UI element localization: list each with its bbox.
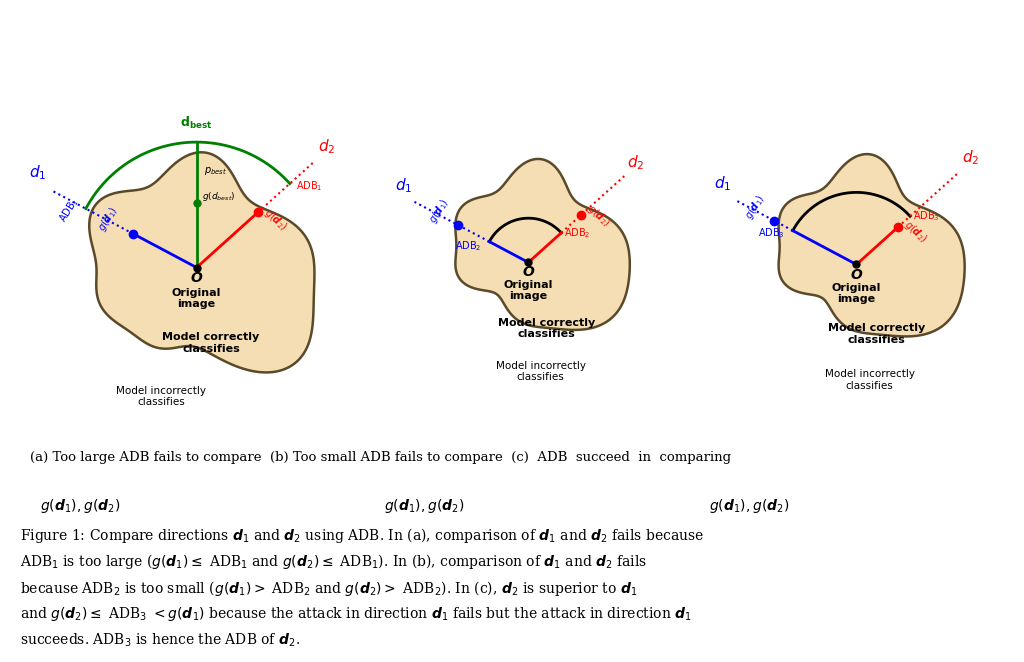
- Text: Model incorrectly
classifies: Model incorrectly classifies: [824, 369, 914, 391]
- Text: Original
image: Original image: [504, 279, 553, 301]
- Text: $p_{best}$: $p_{best}$: [204, 166, 227, 177]
- Text: $\boldsymbol{O}$: $\boldsymbol{O}$: [850, 267, 863, 282]
- Text: $g(\boldsymbol{d}_1)$: $g(\boldsymbol{d}_1)$: [741, 191, 768, 222]
- Text: and $g(\boldsymbol{d}_2) \leq$ ADB$_3$ $< g(\boldsymbol{d}_1)$ because the attac: and $g(\boldsymbol{d}_2) \leq$ ADB$_3$ $…: [20, 605, 692, 623]
- Text: (a) Too large ADB fails to compare  (b) Too small ADB fails to compare  (c)  ADB: (a) Too large ADB fails to compare (b) T…: [31, 451, 731, 464]
- Text: Model incorrectly
classifies: Model incorrectly classifies: [116, 386, 206, 407]
- Text: Model correctly
classifies: Model correctly classifies: [163, 332, 259, 354]
- Text: succeeds. ADB$_3$ is hence the ADB of $\boldsymbol{d}_2$.: succeeds. ADB$_3$ is hence the ADB of $\…: [20, 632, 301, 649]
- Text: because ADB$_2$ is too small ($g(\boldsymbol{d}_1) >$ ADB$_2$ and $g(\boldsymbol: because ADB$_2$ is too small ($g(\boldsy…: [20, 579, 638, 598]
- Text: $\mathrm{ADB}_1$: $\mathrm{ADB}_1$: [296, 179, 323, 193]
- Text: $\boldsymbol{d_1}$: $\boldsymbol{d_1}$: [715, 174, 732, 193]
- Text: ADB$_1$ is too large ($g(\boldsymbol{d}_1) \leq$ ADB$_1$ and $g(\boldsymbol{d}_2: ADB$_1$ is too large ($g(\boldsymbol{d}_…: [20, 552, 647, 571]
- Text: Figure 1: Compare directions $\boldsymbol{d}_1$ and $\boldsymbol{d}_2$ using ADB: Figure 1: Compare directions $\boldsymbo…: [20, 526, 705, 545]
- Text: $\mathrm{ADB}_3$: $\mathrm{ADB}_3$: [758, 226, 785, 240]
- Text: Model correctly
classifies: Model correctly classifies: [499, 318, 595, 340]
- Text: $g(\boldsymbol{d}_2)$: $g(\boldsymbol{d}_2)$: [584, 202, 613, 230]
- Text: $\boldsymbol{d_2}$: $\boldsymbol{d_2}$: [318, 137, 336, 156]
- Text: $\mathrm{ADB}_2$: $\mathrm{ADB}_2$: [564, 226, 591, 240]
- Text: $\boldsymbol{d_2}$: $\boldsymbol{d_2}$: [962, 148, 979, 167]
- Polygon shape: [456, 159, 630, 330]
- Text: $g(\boldsymbol{d}_1)$: $g(\boldsymbol{d}_1)$: [426, 196, 453, 226]
- Text: $\mathrm{ADB}_3$: $\mathrm{ADB}_3$: [913, 209, 940, 223]
- Text: Model incorrectly
classifies: Model incorrectly classifies: [496, 361, 586, 383]
- Text: $\boldsymbol{d_1}$: $\boldsymbol{d_1}$: [30, 164, 47, 182]
- Text: $\mathrm{ADB}_2$: $\mathrm{ADB}_2$: [456, 239, 482, 253]
- Text: Original
image: Original image: [172, 287, 221, 309]
- Text: $\boldsymbol{O}$: $\boldsymbol{O}$: [190, 271, 203, 285]
- Text: $g(\boldsymbol{d}_1), g(\boldsymbol{d}_2)$: $g(\boldsymbol{d}_1), g(\boldsymbol{d}_2…: [40, 497, 121, 515]
- Text: $g(\boldsymbol{d}_1), g(\boldsymbol{d}_2)$: $g(\boldsymbol{d}_1), g(\boldsymbol{d}_2…: [709, 497, 790, 515]
- Text: Model correctly
classifies: Model correctly classifies: [827, 324, 925, 345]
- Text: $g(\boldsymbol{d}_1)$: $g(\boldsymbol{d}_1)$: [95, 205, 121, 234]
- Polygon shape: [89, 152, 314, 373]
- Text: $g(\boldsymbol{d}_2)$: $g(\boldsymbol{d}_2)$: [901, 217, 931, 246]
- Text: $\mathbf{d_{best}}$: $\mathbf{d_{best}}$: [180, 115, 213, 131]
- Text: $\boldsymbol{d_1}$: $\boldsymbol{d_1}$: [394, 177, 412, 195]
- Text: $g(\boldsymbol{d}_2)$: $g(\boldsymbol{d}_2)$: [261, 206, 291, 234]
- Text: $g(d_{best})$: $g(d_{best})$: [203, 189, 236, 203]
- Polygon shape: [778, 154, 965, 336]
- Text: $g(\boldsymbol{d}_1), g(\boldsymbol{d}_2)$: $g(\boldsymbol{d}_1), g(\boldsymbol{d}_2…: [384, 497, 465, 515]
- Text: $\boldsymbol{d_2}$: $\boldsymbol{d_2}$: [627, 153, 644, 171]
- Text: $\boldsymbol{O}$: $\boldsymbol{O}$: [522, 265, 535, 279]
- Text: $\mathrm{ADB}_1$: $\mathrm{ADB}_1$: [56, 195, 82, 225]
- Text: Original
image: Original image: [831, 283, 882, 305]
